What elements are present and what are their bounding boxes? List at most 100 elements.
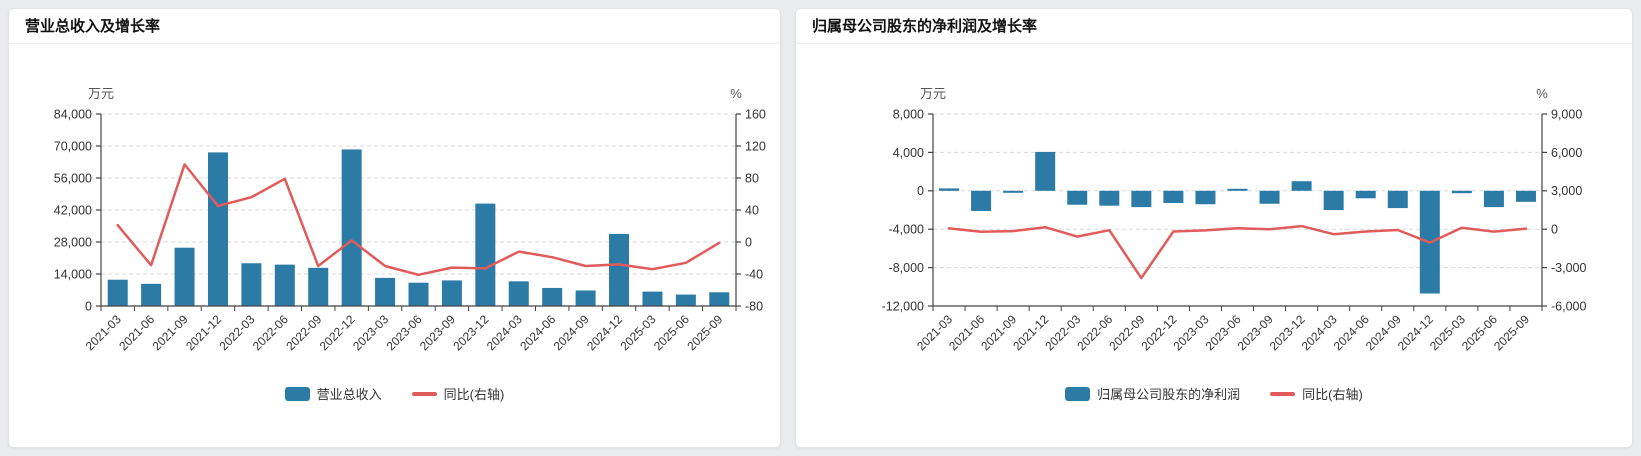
bar-2024-09 xyxy=(575,290,596,306)
x-axis-label-2023-09: 2023-09 xyxy=(417,312,458,353)
bar-2021-03 xyxy=(939,188,960,191)
bar-2025-09 xyxy=(709,292,730,306)
bar-2024-09 xyxy=(1387,190,1408,209)
bar-2023-03 xyxy=(1195,190,1216,205)
bar-2024-12 xyxy=(609,234,630,306)
left-axis-label: 0 xyxy=(917,184,924,198)
left-axis-label: -8,000 xyxy=(889,261,924,275)
left-axis-label: 4,000 xyxy=(893,146,924,160)
x-axis-label-2022-03: 2022-03 xyxy=(216,312,257,353)
x-axis-label-2021-12: 2021-12 xyxy=(183,312,224,353)
right-axis-label: -40 xyxy=(745,267,763,281)
right-axis-label: 0 xyxy=(745,235,752,249)
right-axis-label: 160 xyxy=(745,107,766,121)
yoy-line xyxy=(947,224,1528,280)
x-axis-label-2024-12: 2024-12 xyxy=(584,312,625,353)
right-axis-label: -3,000 xyxy=(1551,261,1586,275)
bar-2023-12 xyxy=(475,203,496,306)
bar-2024-03 xyxy=(508,281,529,306)
x-axis-label-2023-03: 2023-03 xyxy=(350,312,391,353)
bar-2021-12 xyxy=(1035,151,1056,191)
right-axis-label: 6,000 xyxy=(1551,146,1582,160)
revenue-chart-canvas[interactable]: 84,000 70,000 56,000 42,000 28,000 14,000 0 160… xyxy=(9,44,780,448)
bar-2025-03 xyxy=(1451,190,1472,194)
right-axis-label: 9,000 xyxy=(1551,107,1582,121)
x-axis-label-2024-09: 2024-09 xyxy=(551,312,592,353)
bar-2022-03 xyxy=(241,263,262,306)
bar-2025-06 xyxy=(1483,190,1504,208)
right-axis-label: 3,000 xyxy=(1551,184,1582,198)
line-series-swatch-icon xyxy=(411,391,437,396)
bar-2025-03 xyxy=(642,291,663,306)
bar-2022-12 xyxy=(341,149,362,306)
bar-2022-03 xyxy=(1067,190,1088,205)
profit-card-header: 归属母公司股东的净利润及增长率 xyxy=(796,9,1632,44)
legend-item-revenue-yoy-line[interactable]: 同比(右轴) xyxy=(411,384,505,403)
revenue-chart-legend: 营业总收入 同比(右轴) xyxy=(9,384,780,403)
right-axis-label: -6,000 xyxy=(1551,299,1586,313)
left-axis-unit: 万元 xyxy=(88,86,114,101)
bar-2024-03 xyxy=(1323,190,1344,210)
right-axis-label: -80 xyxy=(745,299,763,313)
left-axis-label: 42,000 xyxy=(54,203,92,217)
legend-label: 营业总收入 xyxy=(316,387,382,402)
bar-2022-06 xyxy=(1099,190,1120,206)
bar-2024-06 xyxy=(1355,190,1376,199)
left-axis-label: 56,000 xyxy=(54,171,92,185)
right-axis-label: 80 xyxy=(745,171,759,185)
bar-series-swatch-icon xyxy=(1065,386,1091,401)
right-axis-label: 120 xyxy=(745,139,766,153)
profit-chart-legend: 归属母公司股东的净利润 同比(右轴) xyxy=(796,384,1632,403)
legend-label: 归属母公司股东的净利润 xyxy=(1097,387,1241,402)
bar-2021-12 xyxy=(207,152,228,306)
bar-2022-09 xyxy=(1131,190,1152,208)
bar-2025-09 xyxy=(1515,190,1536,202)
line-series-swatch-icon xyxy=(1270,391,1296,396)
yoy-line xyxy=(116,163,721,277)
bar-2021-03 xyxy=(107,279,128,306)
bar-series-swatch-icon xyxy=(284,386,310,401)
bar-2021-09 xyxy=(174,247,195,306)
legend-label: 同比(右轴) xyxy=(443,387,505,402)
bar-2023-09 xyxy=(1259,190,1280,204)
legend-item-profit-bar[interactable]: 归属母公司股东的净利润 xyxy=(1065,384,1240,403)
x-axis-label-2021-03: 2021-03 xyxy=(83,312,124,353)
x-axis-label-2022-12: 2022-12 xyxy=(317,312,358,353)
legend-item-revenue-bar[interactable]: 营业总收入 xyxy=(284,384,382,403)
left-axis-label: 14,000 xyxy=(54,267,92,281)
x-axis-label-2021-09: 2021-09 xyxy=(150,312,191,353)
x-axis-label-2025-03: 2025-03 xyxy=(618,312,659,353)
bar-2021-06 xyxy=(971,190,992,211)
x-axis-label-2023-12: 2023-12 xyxy=(450,312,491,353)
bar-2023-06 xyxy=(408,282,429,306)
right-axis-unit: % xyxy=(1536,86,1548,101)
bar-2023-12 xyxy=(1291,181,1312,191)
left-axis-unit: 万元 xyxy=(920,86,946,101)
revenue-card-header: 营业总收入及增长率 xyxy=(9,9,780,44)
profit-chart-canvas[interactable]: 8,000 4,000 0 -4,000 -8,000 -12,000 9,000 6,000… xyxy=(796,44,1632,448)
left-axis-label: 0 xyxy=(85,299,92,313)
x-axis-label-2025-09: 2025-09 xyxy=(684,312,725,353)
legend-label: 同比(右轴) xyxy=(1302,387,1363,402)
left-axis-label: 70,000 xyxy=(54,139,92,153)
left-axis-label: 84,000 xyxy=(54,107,92,121)
right-axis-label: 0 xyxy=(1551,223,1558,237)
revenue-card: 营业总收入及增长率 84,000 70,000 56,000 42,000 28,000… xyxy=(8,8,781,448)
x-axis-label-2025-06: 2025-06 xyxy=(651,312,692,353)
bar-2023-09 xyxy=(441,280,462,306)
bar-2022-06 xyxy=(274,264,295,306)
profit-card: 归属母公司股东的净利润及增长率 8,000 4,000 0 -4,000 -8,000 -… xyxy=(795,8,1633,448)
x-axis-label-2024-03: 2024-03 xyxy=(484,312,525,353)
bar-2021-09 xyxy=(1003,190,1024,193)
x-axis-label-2025-09: 2025-09 xyxy=(1491,312,1532,353)
x-axis-label-2022-06: 2022-06 xyxy=(250,312,291,353)
x-axis-label-2022-09: 2022-09 xyxy=(283,312,324,353)
right-axis-unit: % xyxy=(730,86,742,101)
bar-2024-06 xyxy=(542,287,563,306)
x-axis-label-2024-06: 2024-06 xyxy=(517,312,558,353)
right-axis-label: 40 xyxy=(745,203,759,217)
profit-chart-title: 归属母公司股东的净利润及增长率 xyxy=(812,18,1038,35)
left-axis-label: 8,000 xyxy=(893,107,924,121)
legend-item-profit-yoy-line[interactable]: 同比(右轴) xyxy=(1270,384,1363,403)
bar-2025-06 xyxy=(675,294,696,306)
